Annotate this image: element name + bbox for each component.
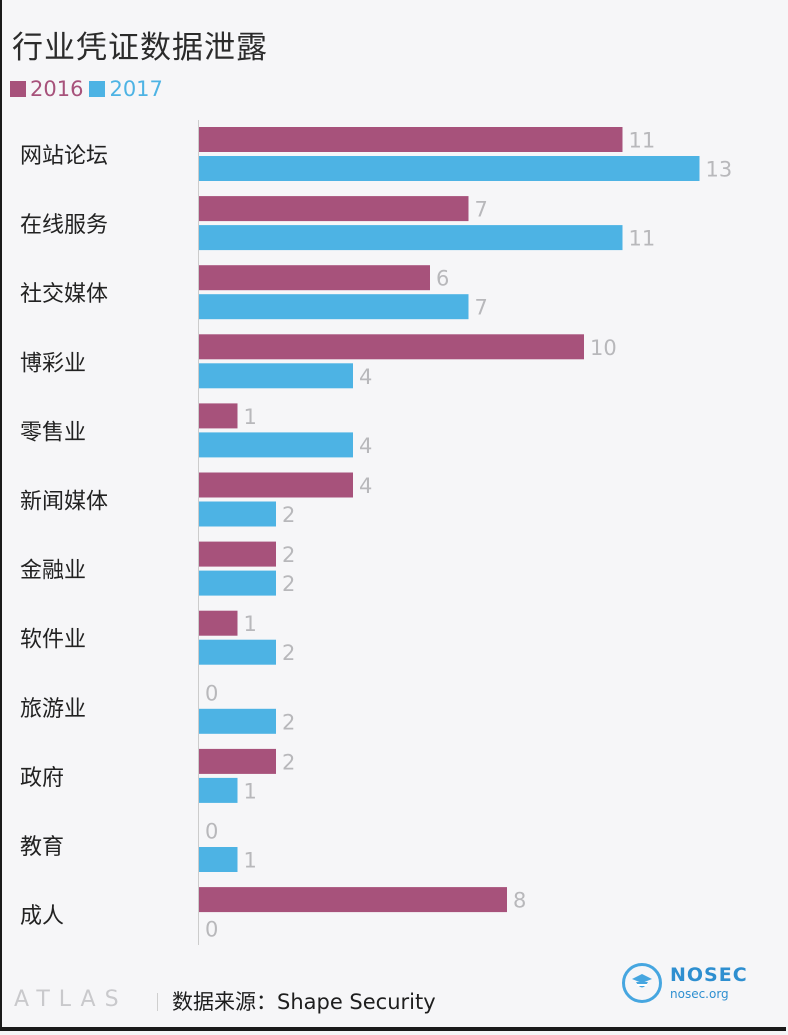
category-label: 博彩业 <box>20 351 86 376</box>
bar-2016 <box>199 334 584 360</box>
category-label: 政府 <box>20 766 64 791</box>
legend-item-2017: 2017 <box>89 77 163 101</box>
bar-2016 <box>199 472 353 498</box>
value-label-2016: 4 <box>359 474 372 498</box>
value-label-2016: 6 <box>436 267 449 291</box>
value-label-2017: 4 <box>359 365 372 389</box>
value-label-2016: 0 <box>205 681 218 705</box>
value-label-2016: 2 <box>282 543 295 567</box>
bar-2017 <box>199 708 276 734</box>
value-label-2017: 13 <box>706 158 733 182</box>
category-label: 旅游业 <box>20 697 86 722</box>
chart-title: 行业凭证数据泄露 <box>12 30 268 66</box>
value-label-2016: 1 <box>244 612 257 636</box>
value-label-2016: 11 <box>629 129 656 153</box>
bar-2016 <box>199 610 238 636</box>
value-label-2017: 2 <box>282 572 295 596</box>
category-label: 金融业 <box>20 559 86 584</box>
legend-swatch-2017 <box>89 81 106 97</box>
bar-2017 <box>199 847 238 872</box>
value-label-2016: 10 <box>590 336 617 360</box>
legend-label-2016: 2016 <box>30 77 84 101</box>
bar-2017 <box>199 777 238 803</box>
footer-divider <box>157 993 158 1011</box>
bar-2016 <box>199 403 238 429</box>
bar-2017 <box>199 294 469 320</box>
bar-2017 <box>199 363 353 389</box>
nosec-logo-icon <box>622 963 662 1003</box>
nosec-logo: NOSEC nosec.org <box>622 963 748 1003</box>
legend-swatch-2016 <box>10 81 26 97</box>
value-label-2017: 2 <box>282 641 295 665</box>
category-label: 成人 <box>20 904 64 929</box>
value-label-2016: 2 <box>282 750 295 774</box>
legend-item-2016: 2016 <box>10 77 83 101</box>
nosec-logo-url: nosec.org <box>670 987 729 1001</box>
nosec-logo-name: NOSEC <box>670 964 748 986</box>
category-label: 零售业 <box>20 420 86 445</box>
value-label-2016: 8 <box>513 889 526 913</box>
legend-label-2017: 2017 <box>109 77 163 101</box>
bar-2016 <box>199 748 276 774</box>
bar-2017 <box>199 225 623 251</box>
category-label: 在线服务 <box>20 213 108 238</box>
category-label: 新闻媒体 <box>20 490 108 515</box>
data-source: 数据来源：Shape Security <box>172 990 436 1014</box>
legend: 2016 2017 <box>10 77 163 101</box>
category-label: 网站论坛 <box>20 144 108 169</box>
bar-2017 <box>199 639 276 665</box>
bar-2016 <box>199 127 623 152</box>
bar-2017 <box>199 156 700 181</box>
bar-2016 <box>199 265 430 291</box>
category-label: 社交媒体 <box>20 282 108 307</box>
bar-2017 <box>199 570 276 596</box>
value-label-2016: 1 <box>244 405 257 429</box>
value-label-2017: 2 <box>282 710 295 734</box>
value-label-2017: 7 <box>475 296 488 320</box>
atlas-brand: ATLAS <box>14 987 128 1012</box>
value-label-2017: 1 <box>244 779 257 803</box>
bar-chart: 网站论坛1113在线服务711社交媒体67博彩业104零售业14新闻媒体42金融… <box>20 120 733 945</box>
bar-2016 <box>199 541 276 567</box>
bar-2017 <box>199 501 276 527</box>
value-label-2016: 0 <box>205 820 218 844</box>
bar-2016 <box>199 887 507 913</box>
value-label-2017: 0 <box>205 918 218 942</box>
value-label-2016: 7 <box>475 198 488 222</box>
value-label-2017: 1 <box>244 849 257 873</box>
bar-2016 <box>199 196 469 222</box>
value-label-2017: 11 <box>629 227 656 251</box>
category-label: 教育 <box>20 835 64 860</box>
bar-2017 <box>199 432 353 458</box>
category-label: 软件业 <box>20 628 86 653</box>
value-label-2017: 2 <box>282 503 295 527</box>
value-label-2017: 4 <box>359 434 372 458</box>
